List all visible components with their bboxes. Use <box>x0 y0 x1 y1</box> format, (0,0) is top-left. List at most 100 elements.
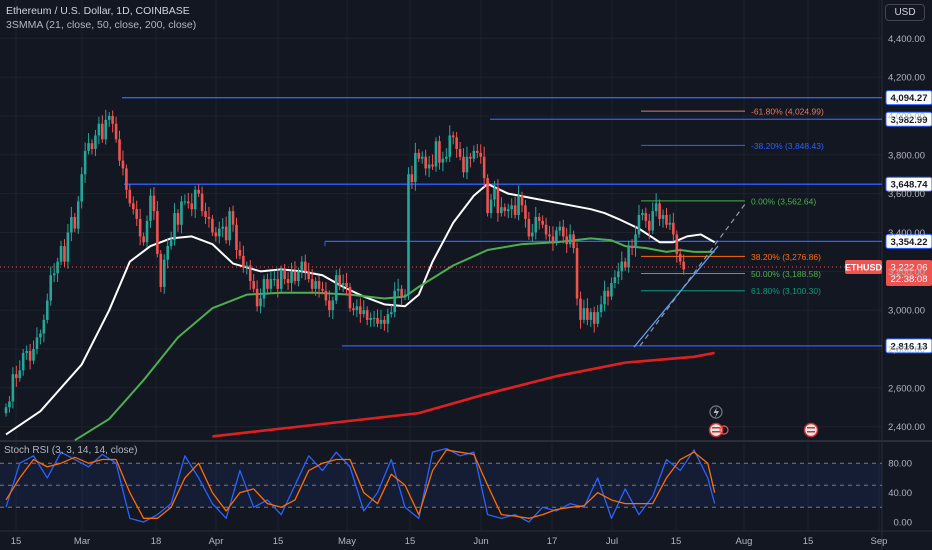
candle-body <box>159 253 163 287</box>
event-marker-icon <box>719 425 729 435</box>
candle-body <box>606 290 610 297</box>
price-tick-label: 3,000.00 <box>888 306 925 317</box>
candle-body <box>355 306 359 311</box>
candle-body <box>25 350 28 353</box>
level-price-tag-border <box>885 338 932 354</box>
candle-body <box>303 261 307 272</box>
candle-body <box>162 259 166 287</box>
candle-body <box>637 215 641 235</box>
indicator-legend[interactable]: 3SMMA (21, close, 50, close, 200, close) <box>6 19 197 31</box>
candle-body <box>634 234 637 249</box>
level-price-tag <box>886 112 932 127</box>
candle-body <box>493 187 496 200</box>
candle-body <box>279 269 283 289</box>
candle-body <box>579 298 582 320</box>
candle-body <box>324 290 328 301</box>
candle-body <box>424 156 427 169</box>
candle-body <box>658 203 661 219</box>
candle-body <box>231 211 235 225</box>
candle-body <box>441 158 445 163</box>
candle-body <box>341 282 345 285</box>
candle-body <box>156 211 159 254</box>
candle-body <box>118 139 121 161</box>
candle-body <box>293 271 297 282</box>
level-price-tag <box>886 338 932 353</box>
candle-body <box>379 319 383 324</box>
candle-body <box>128 189 132 204</box>
candle-body <box>66 232 70 262</box>
candle-body <box>76 201 80 229</box>
price-tick-label: 4,200.00 <box>888 73 925 84</box>
level-price-tag-border <box>885 176 932 192</box>
candle-body <box>592 312 596 324</box>
fib-level-label: 50.00% (3,188.58) <box>751 269 821 279</box>
candle-body <box>276 279 280 289</box>
candle-body <box>534 216 538 233</box>
candle-body <box>462 156 465 173</box>
candle-body <box>417 152 421 159</box>
candle-body <box>651 211 655 231</box>
candle-body <box>647 220 651 231</box>
candle-body <box>4 407 8 414</box>
chart-title: Ethereum / U.S. Dollar, 1D, COINBASE <box>6 5 190 17</box>
candle-body <box>138 218 142 237</box>
candle-body <box>434 141 438 167</box>
candle-body <box>131 203 135 210</box>
candle-body <box>114 123 118 140</box>
candle-body <box>551 236 555 243</box>
candle-body <box>94 135 97 149</box>
time-tick-label: Apr <box>209 536 224 547</box>
symbol-tag <box>845 260 882 275</box>
price-tick-label: 4,000.00 <box>888 111 925 122</box>
candle-body <box>273 279 276 281</box>
candle-body <box>87 143 90 151</box>
candle-body <box>541 220 544 225</box>
candle-body <box>11 374 15 402</box>
level-price-tag-border <box>885 90 932 106</box>
us-flag-icon <box>708 422 724 438</box>
time-tick-label: 18 <box>151 536 162 547</box>
candle-body <box>568 234 572 245</box>
candle-body <box>582 308 586 320</box>
candle-body <box>623 261 627 268</box>
candle-body <box>455 137 458 149</box>
symbol-tag-label: ETHUSD <box>845 263 883 273</box>
candle-body <box>317 281 321 289</box>
candle-body <box>348 286 352 309</box>
candle-body <box>321 288 324 291</box>
candle-body <box>286 279 290 283</box>
candle-body <box>59 246 63 262</box>
candle-body <box>369 317 372 320</box>
candle-body <box>617 271 620 278</box>
candle-body <box>152 195 156 212</box>
candle-body <box>678 253 682 262</box>
candle-body <box>238 249 242 256</box>
candle-body <box>63 246 66 262</box>
level-price-tag <box>886 90 932 105</box>
candle-body <box>21 352 25 371</box>
candle-body <box>334 275 338 301</box>
candle-body <box>520 195 524 206</box>
candle-body <box>197 189 200 194</box>
stoch-rsi-legend[interactable]: Stoch RSI (3, 3, 14, 14, close) <box>4 445 138 456</box>
currency-button[interactable]: USD <box>885 4 925 21</box>
event-icons <box>708 405 819 438</box>
candle-body <box>328 300 331 311</box>
candle-body <box>180 201 183 225</box>
candle-body <box>211 218 214 233</box>
level-price-tag-border <box>885 111 932 127</box>
candle-body <box>603 290 606 305</box>
time-tick-label: 15 <box>671 536 682 547</box>
candle-body <box>575 248 579 299</box>
candle-body <box>200 193 204 212</box>
time-tick-label: Sep <box>871 536 888 547</box>
candle-body <box>561 226 565 237</box>
candle-body <box>400 288 403 297</box>
candle-body <box>190 203 194 210</box>
candle-body <box>506 209 510 212</box>
price-tick-label: 3,400.00 <box>888 228 925 239</box>
candle-body <box>445 156 448 159</box>
candle-body <box>448 135 452 157</box>
